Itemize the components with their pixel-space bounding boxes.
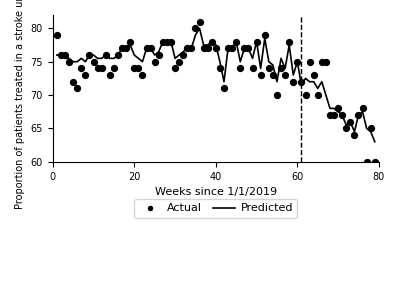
Point [266,66,272,71]
Point [258,73,264,77]
Point [188,46,194,51]
Point [237,66,244,71]
Point [66,59,72,64]
Point [123,46,129,51]
X-axis label: Weeks since 1/1/2019: Weeks since 1/1/2019 [155,187,277,197]
Point [233,39,240,44]
Point [176,59,182,64]
Point [127,39,134,44]
Point [343,126,350,131]
Point [152,59,158,64]
Point [111,66,117,71]
Point [119,46,125,51]
Point [184,46,190,51]
Point [347,119,354,124]
Point [359,106,366,111]
Point [351,133,358,137]
Point [221,86,227,91]
Point [270,73,276,77]
Point [168,39,174,44]
Point [217,66,223,71]
Point [310,73,317,77]
Point [70,79,76,84]
Point [290,79,296,84]
Point [249,66,256,71]
Point [372,160,378,164]
Point [82,73,88,77]
Point [148,46,154,51]
Point [102,53,109,57]
Point [172,66,178,71]
Point [225,46,231,51]
Point [282,73,288,77]
Point [364,160,370,164]
Point [160,39,166,44]
Point [54,33,60,37]
Point [314,93,321,97]
Point [156,53,162,57]
Point [139,73,146,77]
Point [229,46,235,51]
Point [164,39,170,44]
Legend: Actual, Predicted: Actual, Predicted [134,199,297,218]
Point [331,113,337,117]
Point [368,126,374,131]
Point [62,53,68,57]
Point [213,46,219,51]
Point [180,53,186,57]
Point [107,73,113,77]
Point [74,86,80,91]
Point [135,66,142,71]
Point [78,66,84,71]
Point [262,33,268,37]
Point [196,20,203,24]
Point [323,59,329,64]
Point [298,79,305,84]
Point [302,93,309,97]
Point [98,66,105,71]
Point [245,46,252,51]
Point [253,39,260,44]
Point [294,59,300,64]
Point [278,66,284,71]
Point [339,113,345,117]
Point [208,39,215,44]
Point [90,59,97,64]
Point [335,106,341,111]
Point [94,66,101,71]
Point [192,26,199,31]
Point [200,46,207,51]
Point [115,53,121,57]
Point [58,53,64,57]
Point [319,59,325,64]
Point [131,66,138,71]
Point [355,113,362,117]
Point [241,46,248,51]
Point [86,53,93,57]
Point [143,46,150,51]
Point [274,93,280,97]
Point [306,59,313,64]
Point [204,46,211,51]
Y-axis label: Proportion of patients treated in a stroke unit (%): Proportion of patients treated in a stro… [15,0,25,209]
Point [286,39,292,44]
Point [327,113,333,117]
